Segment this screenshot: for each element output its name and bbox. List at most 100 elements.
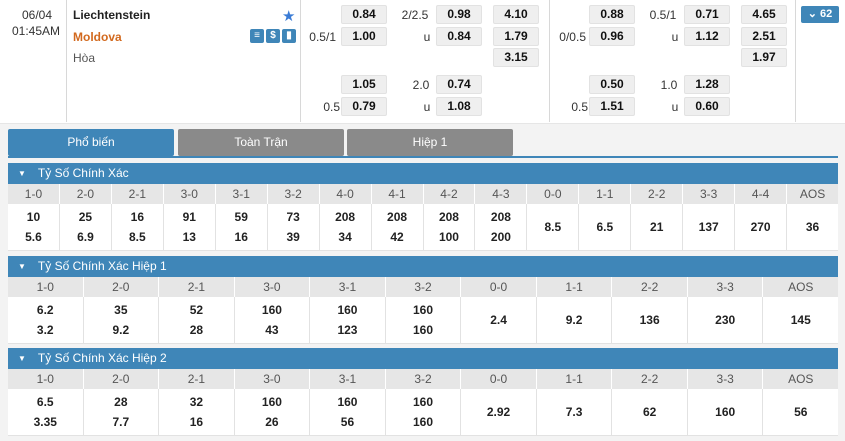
odds-away[interactable]: 8.5 <box>129 230 146 244</box>
odds-away[interactable]: 160 <box>412 323 434 337</box>
odds-ft-under2[interactable]: 1.08 <box>436 97 482 116</box>
odds-home[interactable]: 7.3 <box>565 405 583 419</box>
odds-h1-1[interactable]: 4.65 <box>741 5 787 24</box>
odds-home[interactable]: 2.4 <box>490 313 507 327</box>
odds-away[interactable]: 16 <box>189 415 204 429</box>
odds-ft-hcp2-away[interactable]: 0.79 <box>341 97 387 116</box>
odds-home[interactable]: 208 <box>490 210 511 224</box>
odds-away[interactable]: 100 <box>438 230 459 244</box>
odds-away[interactable]: 3.35 <box>33 415 57 429</box>
tab-first-half[interactable]: Hiệp 1 <box>347 129 513 156</box>
odds-h1-under2[interactable]: 0.60 <box>684 97 730 116</box>
tab-popular[interactable]: Phổ biến <box>8 129 174 156</box>
odds-home[interactable]: 208 <box>438 210 459 224</box>
odds-away[interactable]: 43 <box>265 323 279 337</box>
odds-home[interactable]: 73 <box>286 210 300 224</box>
odds-away[interactable]: 16 <box>234 230 248 244</box>
divider <box>66 0 67 122</box>
star-icon[interactable]: ★ <box>282 8 296 25</box>
odds-away[interactable]: 26 <box>265 415 279 429</box>
odds-h1-hcp-away[interactable]: 0.96 <box>589 27 635 46</box>
odds-home[interactable]: 32 <box>189 395 204 409</box>
collapse-caret-icon[interactable]: ▼ <box>18 262 26 271</box>
odds-ft-over2[interactable]: 0.74 <box>436 75 482 94</box>
odds-h1-under[interactable]: 1.12 <box>684 27 730 46</box>
odds-home[interactable]: 160 <box>337 395 358 409</box>
odds-home[interactable]: 35 <box>114 303 128 317</box>
odds-home[interactable]: 25 <box>78 210 93 224</box>
odds-h1-hcp2-away[interactable]: 1.51 <box>589 97 635 116</box>
odds-away[interactable]: 34 <box>338 230 352 244</box>
odds-h1-2[interactable]: 2.51 <box>741 27 787 46</box>
section-header[interactable]: ▼ Tỷ Số Chính Xác Hiệp 1 <box>8 256 838 277</box>
odds-home[interactable]: 8.5 <box>544 220 562 234</box>
odds-ft-2[interactable]: 1.79 <box>493 27 539 46</box>
odds-away[interactable]: 28 <box>189 323 204 337</box>
odds-away[interactable]: 39 <box>286 230 300 244</box>
odds-h1-over[interactable]: 0.71 <box>684 5 730 24</box>
stats-icon[interactable]: ≡ <box>250 29 264 43</box>
odds-home[interactable]: 136 <box>639 313 660 327</box>
odds-away[interactable]: 9.2 <box>112 323 130 337</box>
odds-away[interactable]: 160 <box>412 415 434 429</box>
odds-away[interactable]: 13 <box>182 230 196 244</box>
odds-home[interactable]: 91 <box>182 210 196 224</box>
odds-home[interactable]: 270 <box>750 220 771 234</box>
odds-home[interactable]: 56 <box>794 405 808 419</box>
collapse-caret-icon[interactable]: ▼ <box>18 354 26 363</box>
odds-home[interactable]: 137 <box>698 220 719 234</box>
odds-ft-hcp-away[interactable]: 1.00 <box>341 27 387 46</box>
more-markets-button[interactable]: ⌄ 62 <box>801 6 839 23</box>
odds-ft-under[interactable]: 0.84 <box>436 27 482 46</box>
odds-h1-over2[interactable]: 1.28 <box>684 75 730 94</box>
odds-away[interactable]: 123 <box>337 323 358 337</box>
odds-ft-hcp2-home[interactable]: 1.05 <box>341 75 387 94</box>
odds-away[interactable]: 6.9 <box>77 230 94 244</box>
odds-home[interactable]: 6.5 <box>36 395 54 409</box>
odds-home[interactable]: 6.5 <box>596 220 614 234</box>
odds-h1-hcp-home[interactable]: 0.88 <box>589 5 635 24</box>
section-header[interactable]: ▼ Tỷ Số Chính Xác Hiệp 2 <box>8 348 838 369</box>
odds-home[interactable]: 10 <box>26 210 41 224</box>
odds-home[interactable]: 28 <box>114 395 128 409</box>
odds-h1-hcp2-home[interactable]: 0.50 <box>589 75 635 94</box>
odds-home[interactable]: 230 <box>715 313 736 327</box>
odds-home[interactable]: 208 <box>335 210 356 224</box>
chevron-down-icon: ⌄ <box>807 8 817 20</box>
odds-away[interactable]: 3.2 <box>36 323 54 337</box>
odds-away[interactable]: 5.6 <box>25 230 42 244</box>
odds-home[interactable]: 145 <box>790 313 811 327</box>
odds-home[interactable]: 160 <box>261 395 282 409</box>
odds-away[interactable]: 42 <box>390 230 404 244</box>
odds-away[interactable]: 200 <box>490 230 511 244</box>
section-header[interactable]: ▼ Tỷ Số Chính Xác <box>8 163 838 184</box>
odds-home[interactable]: 6.2 <box>36 303 54 317</box>
odds-ft-1[interactable]: 4.10 <box>493 5 539 24</box>
odds-ft-x[interactable]: 3.15 <box>493 48 539 67</box>
odds-home[interactable]: 2.92 <box>486 405 511 419</box>
dollar-icon[interactable]: $ <box>266 29 280 43</box>
odds-home[interactable]: 21 <box>650 220 664 234</box>
odds-home[interactable]: 52 <box>189 303 204 317</box>
odds-home[interactable]: 62 <box>642 405 657 419</box>
home-team[interactable]: Liechtenstein <box>73 8 151 22</box>
odds-home[interactable]: 59 <box>234 210 248 224</box>
away-team[interactable]: Moldova <box>73 30 122 44</box>
chart-icon[interactable]: ▮ <box>282 29 296 43</box>
tab-full-match[interactable]: Toàn Trận <box>178 129 344 156</box>
odds-home[interactable]: 160 <box>715 405 736 419</box>
collapse-caret-icon[interactable]: ▼ <box>18 169 26 178</box>
odds-h1-x[interactable]: 1.97 <box>741 48 787 67</box>
odds-ft-hcp-home[interactable]: 0.84 <box>341 5 387 24</box>
odds-away[interactable]: 56 <box>340 415 355 429</box>
odds-away[interactable]: 7.7 <box>112 415 130 429</box>
odds-ft-over[interactable]: 0.98 <box>436 5 482 24</box>
odds-home[interactable]: 208 <box>387 210 408 224</box>
odds-home[interactable]: 9.2 <box>565 313 583 327</box>
odds-home[interactable]: 36 <box>805 220 820 234</box>
odds-home[interactable]: 160 <box>412 395 434 409</box>
odds-home[interactable]: 16 <box>130 210 145 224</box>
odds-home[interactable]: 160 <box>261 303 282 317</box>
odds-home[interactable]: 160 <box>337 303 358 317</box>
odds-home[interactable]: 160 <box>412 303 434 317</box>
